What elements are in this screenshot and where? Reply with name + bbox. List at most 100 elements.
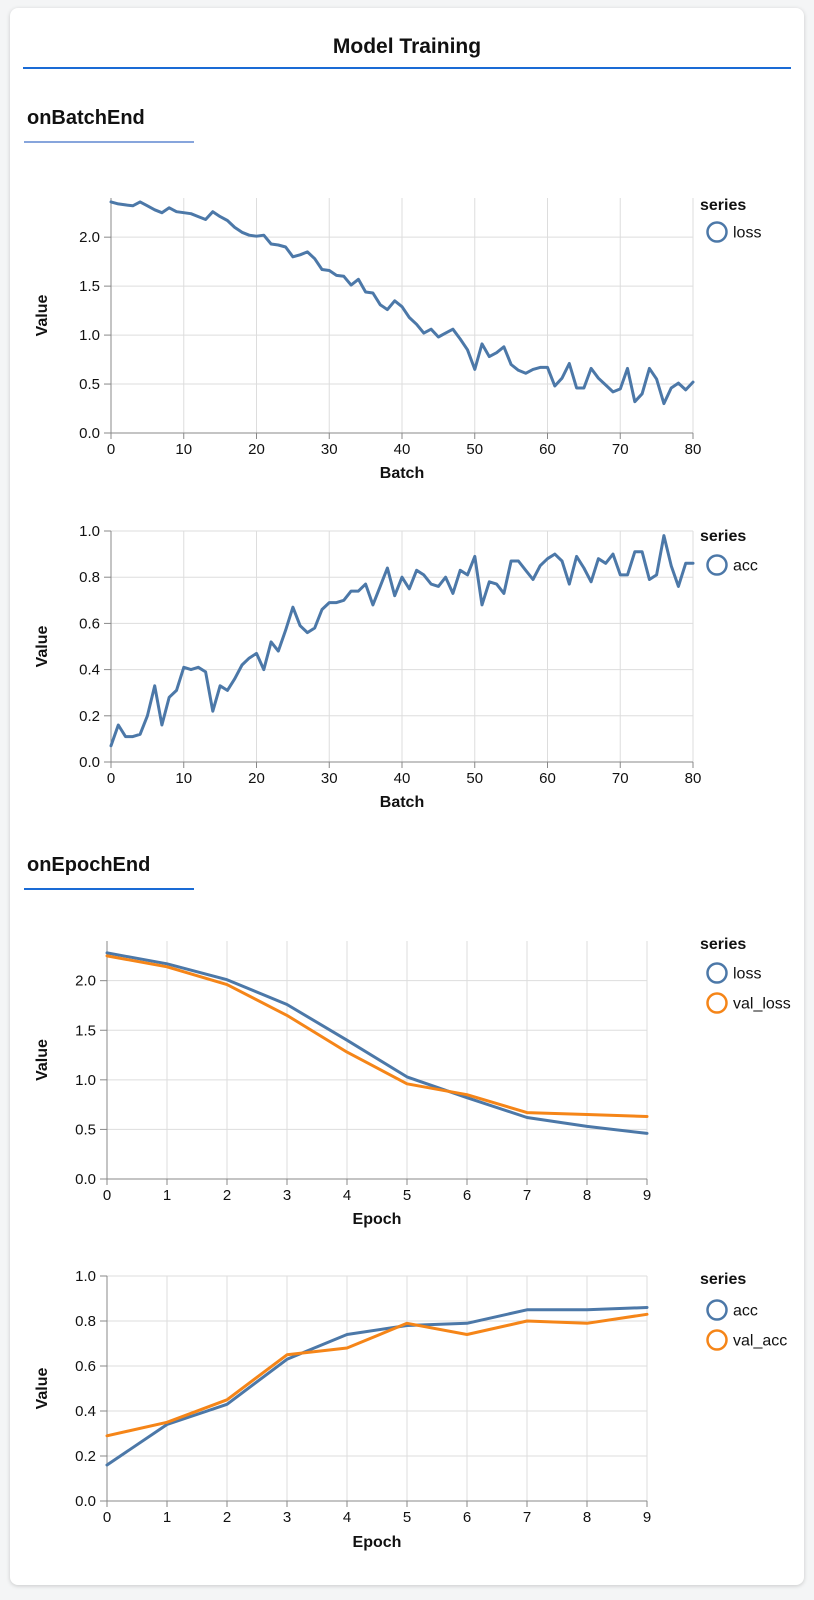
y-tick-label: 0.4 [75,1403,96,1420]
legend-ring-icon-acc [706,1299,728,1321]
y-axis: 0.0 0.5 1.0 1.5 2.0 Value [34,198,112,442]
x-tick-label: 0 [107,770,115,787]
x-tick-label: 40 [394,770,411,787]
legend-item-label: acc [733,1303,758,1320]
chart-svg-epoch-acc: 0 1 2 3 4 5 6 7 8 9 Epoch 0.0 0.2 0.4 0.6 0.8 1.0 Value se… [34,1268,787,1551]
gridlines [110,530,694,763]
x-tick-label: 4 [343,1509,351,1526]
x-tick-label: 80 [685,441,702,458]
x-axis-title: Batch [380,794,424,811]
y-axis: 0.0 0.5 1.0 1.5 2.0 Value [34,941,108,1188]
section-heading-onepochend: onEpochEnd [27,854,151,876]
x-tick-label: 50 [466,441,483,458]
y-tick-label: 1.0 [75,1072,96,1089]
x-axis: 0 10 20 30 40 50 60 70 80 Batch [107,761,702,811]
x-tick-label: 60 [539,441,556,458]
x-axis-title: Epoch [353,1211,402,1228]
x-tick-label: 50 [466,770,483,787]
y-tick-label: 0.0 [75,1493,96,1510]
gridlines [110,198,694,434]
y-axis-title: Value [34,1368,51,1410]
x-tick-label: 4 [343,1187,351,1204]
y-tick-label: 0.6 [75,1358,96,1375]
legend-title: series [700,1271,746,1288]
chart-svg-epoch-loss: 0 1 2 3 4 5 6 7 8 9 Epoch 0.0 0.5 1.0 1.5 2.0 Value serie… [34,936,791,1228]
x-tick-label: 80 [685,770,702,787]
x-tick-label: 8 [583,1187,591,1204]
y-tick-label: 0.5 [75,1121,96,1138]
y-tick-label: 0.8 [79,569,100,586]
y-tick-label: 0.2 [79,708,100,725]
x-axis-title: Epoch [353,1534,402,1551]
section-onepochend: onEpochEnd 0 1 2 3 4 5 6 7 8 9 Epoch 0.0 0.5 1.0 1.5 2.… [10,854,804,1566]
x-tick-label: 2 [223,1509,231,1526]
y-tick-label: 1.0 [79,327,100,344]
y-tick-label: 0.6 [79,615,100,632]
series-line-loss [105,951,649,1135]
legend-item-label: acc [733,558,758,575]
y-tick-label: 1.5 [75,1022,96,1039]
legend: series loss [700,197,761,243]
y-tick-label: 2.0 [79,229,100,246]
chart-svg-batch-loss: 0 10 20 30 40 50 60 70 80 Batch 0.0 0.5 1.0 1.5 2.0 Val… [34,197,761,482]
legend-item-label: val_loss [733,996,791,1013]
x-tick-label: 70 [612,441,629,458]
x-axis: 0 1 2 3 4 5 6 7 8 9 Epoch [103,1500,651,1551]
x-tick-label: 0 [107,441,115,458]
y-axis-title: Value [34,1039,51,1081]
y-tick-label: 0.4 [79,662,100,679]
x-tick-label: 9 [643,1509,651,1526]
x-tick-label: 5 [403,1187,411,1204]
x-tick-label: 7 [523,1187,531,1204]
legend-title: series [700,936,746,953]
x-tick-label: 10 [175,441,192,458]
legend-item-label: loss [733,966,761,983]
legend-ring-icon-acc [706,554,728,576]
x-tick-label: 1 [163,1509,171,1526]
chart-batch-acc: 0 10 20 30 40 50 60 70 80 Batch 0.0 0.2 0.4 0.6 0.8 1.0… [20,498,804,816]
y-tick-label: 0.5 [79,376,100,393]
x-tick-label: 3 [283,1509,291,1526]
legend-ring-icon-loss [706,962,728,984]
y-tick-label: 1.0 [75,1268,96,1285]
y-axis-title: Value [34,626,51,668]
x-tick-label: 6 [463,1187,471,1204]
x-tick-label: 30 [321,770,338,787]
x-tick-label: 40 [394,441,411,458]
x-axis: 0 10 20 30 40 50 60 70 80 Batch [107,432,702,482]
chart-batch-loss: 0 10 20 30 40 50 60 70 80 Batch 0.0 0.5 1.0 1.5 2.0 Val… [20,180,804,482]
x-tick-label: 0 [103,1509,111,1526]
visor-card: Model Training onBatchEnd 0 10 20 30 40 50 60 7… [10,8,804,1585]
legend-title: series [700,197,746,214]
series-line-val_acc [105,1312,649,1438]
title-underline [23,67,791,69]
x-tick-label: 5 [403,1509,411,1526]
x-tick-label: 20 [248,770,265,787]
y-tick-label: 2.0 [75,973,96,990]
chart-svg-batch-acc: 0 10 20 30 40 50 60 70 80 Batch 0.0 0.2 0.4 0.6 0.8 1.0… [34,523,758,811]
y-tick-label: 1.0 [79,523,100,540]
x-tick-label: 9 [643,1187,651,1204]
legend-ring-icon-loss [706,221,728,243]
x-tick-label: 70 [612,770,629,787]
section-onbatchend: onBatchEnd 0 10 20 30 40 50 60 70 80 Batch 0.0 0.5 1… [10,107,804,816]
x-tick-label: 0 [103,1187,111,1204]
legend-item-label: loss [733,225,761,242]
x-tick-label: 6 [463,1509,471,1526]
x-axis-title: Batch [380,465,424,480]
x-tick-label: 60 [539,770,556,787]
x-tick-label: 8 [583,1509,591,1526]
y-tick-label: 1.5 [79,278,100,295]
legend-ring-icon-val_acc [706,1329,728,1351]
x-tick-label: 30 [321,441,338,458]
x-tick-label: 3 [283,1187,291,1204]
section-heading-onbatchend: onBatchEnd [27,107,145,129]
page-title: Model Training [332,35,482,58]
series-line-acc [105,1306,649,1467]
series-line-val_loss [105,954,649,1118]
legend: series acc val_acc [700,1271,787,1351]
section-underline-onbatchend [24,141,194,143]
legend: series acc [700,528,758,576]
series-line-loss [109,200,695,406]
